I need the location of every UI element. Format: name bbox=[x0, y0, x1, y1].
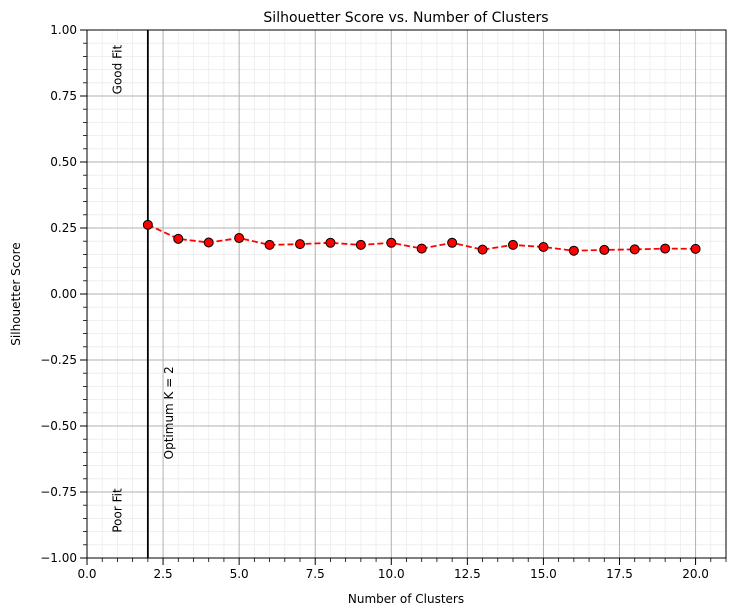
data-point bbox=[173, 233, 184, 244]
x-tick-label: 20.0 bbox=[682, 567, 709, 581]
data-point bbox=[477, 244, 488, 255]
data-series bbox=[142, 219, 701, 256]
data-point bbox=[599, 244, 610, 255]
data-point bbox=[295, 239, 305, 250]
data-point bbox=[416, 243, 427, 254]
y-tick-label: 0.25 bbox=[50, 221, 77, 235]
data-point bbox=[325, 237, 336, 248]
x-tick-label: 15.0 bbox=[530, 567, 557, 581]
y-tick-label: −0.25 bbox=[40, 353, 77, 367]
y-tick-label: −1.00 bbox=[40, 551, 77, 565]
data-point bbox=[660, 243, 671, 254]
axis-ticks bbox=[80, 29, 727, 565]
data-point bbox=[447, 237, 458, 248]
y-tick-label: 0.75 bbox=[50, 89, 77, 103]
data-point bbox=[234, 233, 245, 244]
x-tick-label: 2.5 bbox=[154, 567, 173, 581]
x-tick-label: 10.0 bbox=[378, 567, 405, 581]
annotations: Good Fit Poor Fit Optimum K = 2 bbox=[110, 45, 176, 533]
data-point bbox=[568, 245, 579, 256]
x-tick-label: 7.5 bbox=[306, 567, 325, 581]
data-point bbox=[355, 239, 366, 250]
y-axis-label: Silhouetter Score bbox=[9, 242, 23, 345]
annotation-label: Good Fit bbox=[110, 45, 124, 95]
data-point bbox=[508, 239, 518, 250]
y-tick-label: 0.00 bbox=[50, 287, 77, 301]
y-tick-label: −0.75 bbox=[40, 485, 77, 499]
data-point bbox=[690, 243, 701, 254]
annotation-label: Poor Fit bbox=[110, 488, 124, 533]
data-point bbox=[203, 237, 214, 248]
data-point bbox=[264, 239, 275, 250]
annotation-label: Optimum K = 2 bbox=[162, 366, 176, 459]
x-tick-label: 0.0 bbox=[77, 567, 96, 581]
chart-title: Silhouetter Score vs. Number of Clusters bbox=[263, 10, 548, 26]
x-axis-label: Number of Clusters bbox=[348, 592, 464, 606]
data-point bbox=[142, 219, 153, 230]
y-tick-label: 1.00 bbox=[50, 23, 77, 37]
y-tick-label: −0.50 bbox=[40, 419, 77, 433]
data-point bbox=[538, 242, 549, 253]
x-tick-label: 17.5 bbox=[606, 567, 633, 581]
major-grid bbox=[86, 29, 726, 559]
y-tick-label: 0.50 bbox=[50, 155, 77, 169]
tick-labels: 0.0 2.5 5.0 7.5 10.0 12.5 15.0 17.5 20.0 1.00 0.75… bbox=[40, 23, 709, 581]
data-point bbox=[629, 244, 640, 255]
x-tick-label: 12.5 bbox=[454, 567, 481, 581]
data-point bbox=[386, 237, 397, 248]
x-tick-label: 5.0 bbox=[230, 567, 249, 581]
